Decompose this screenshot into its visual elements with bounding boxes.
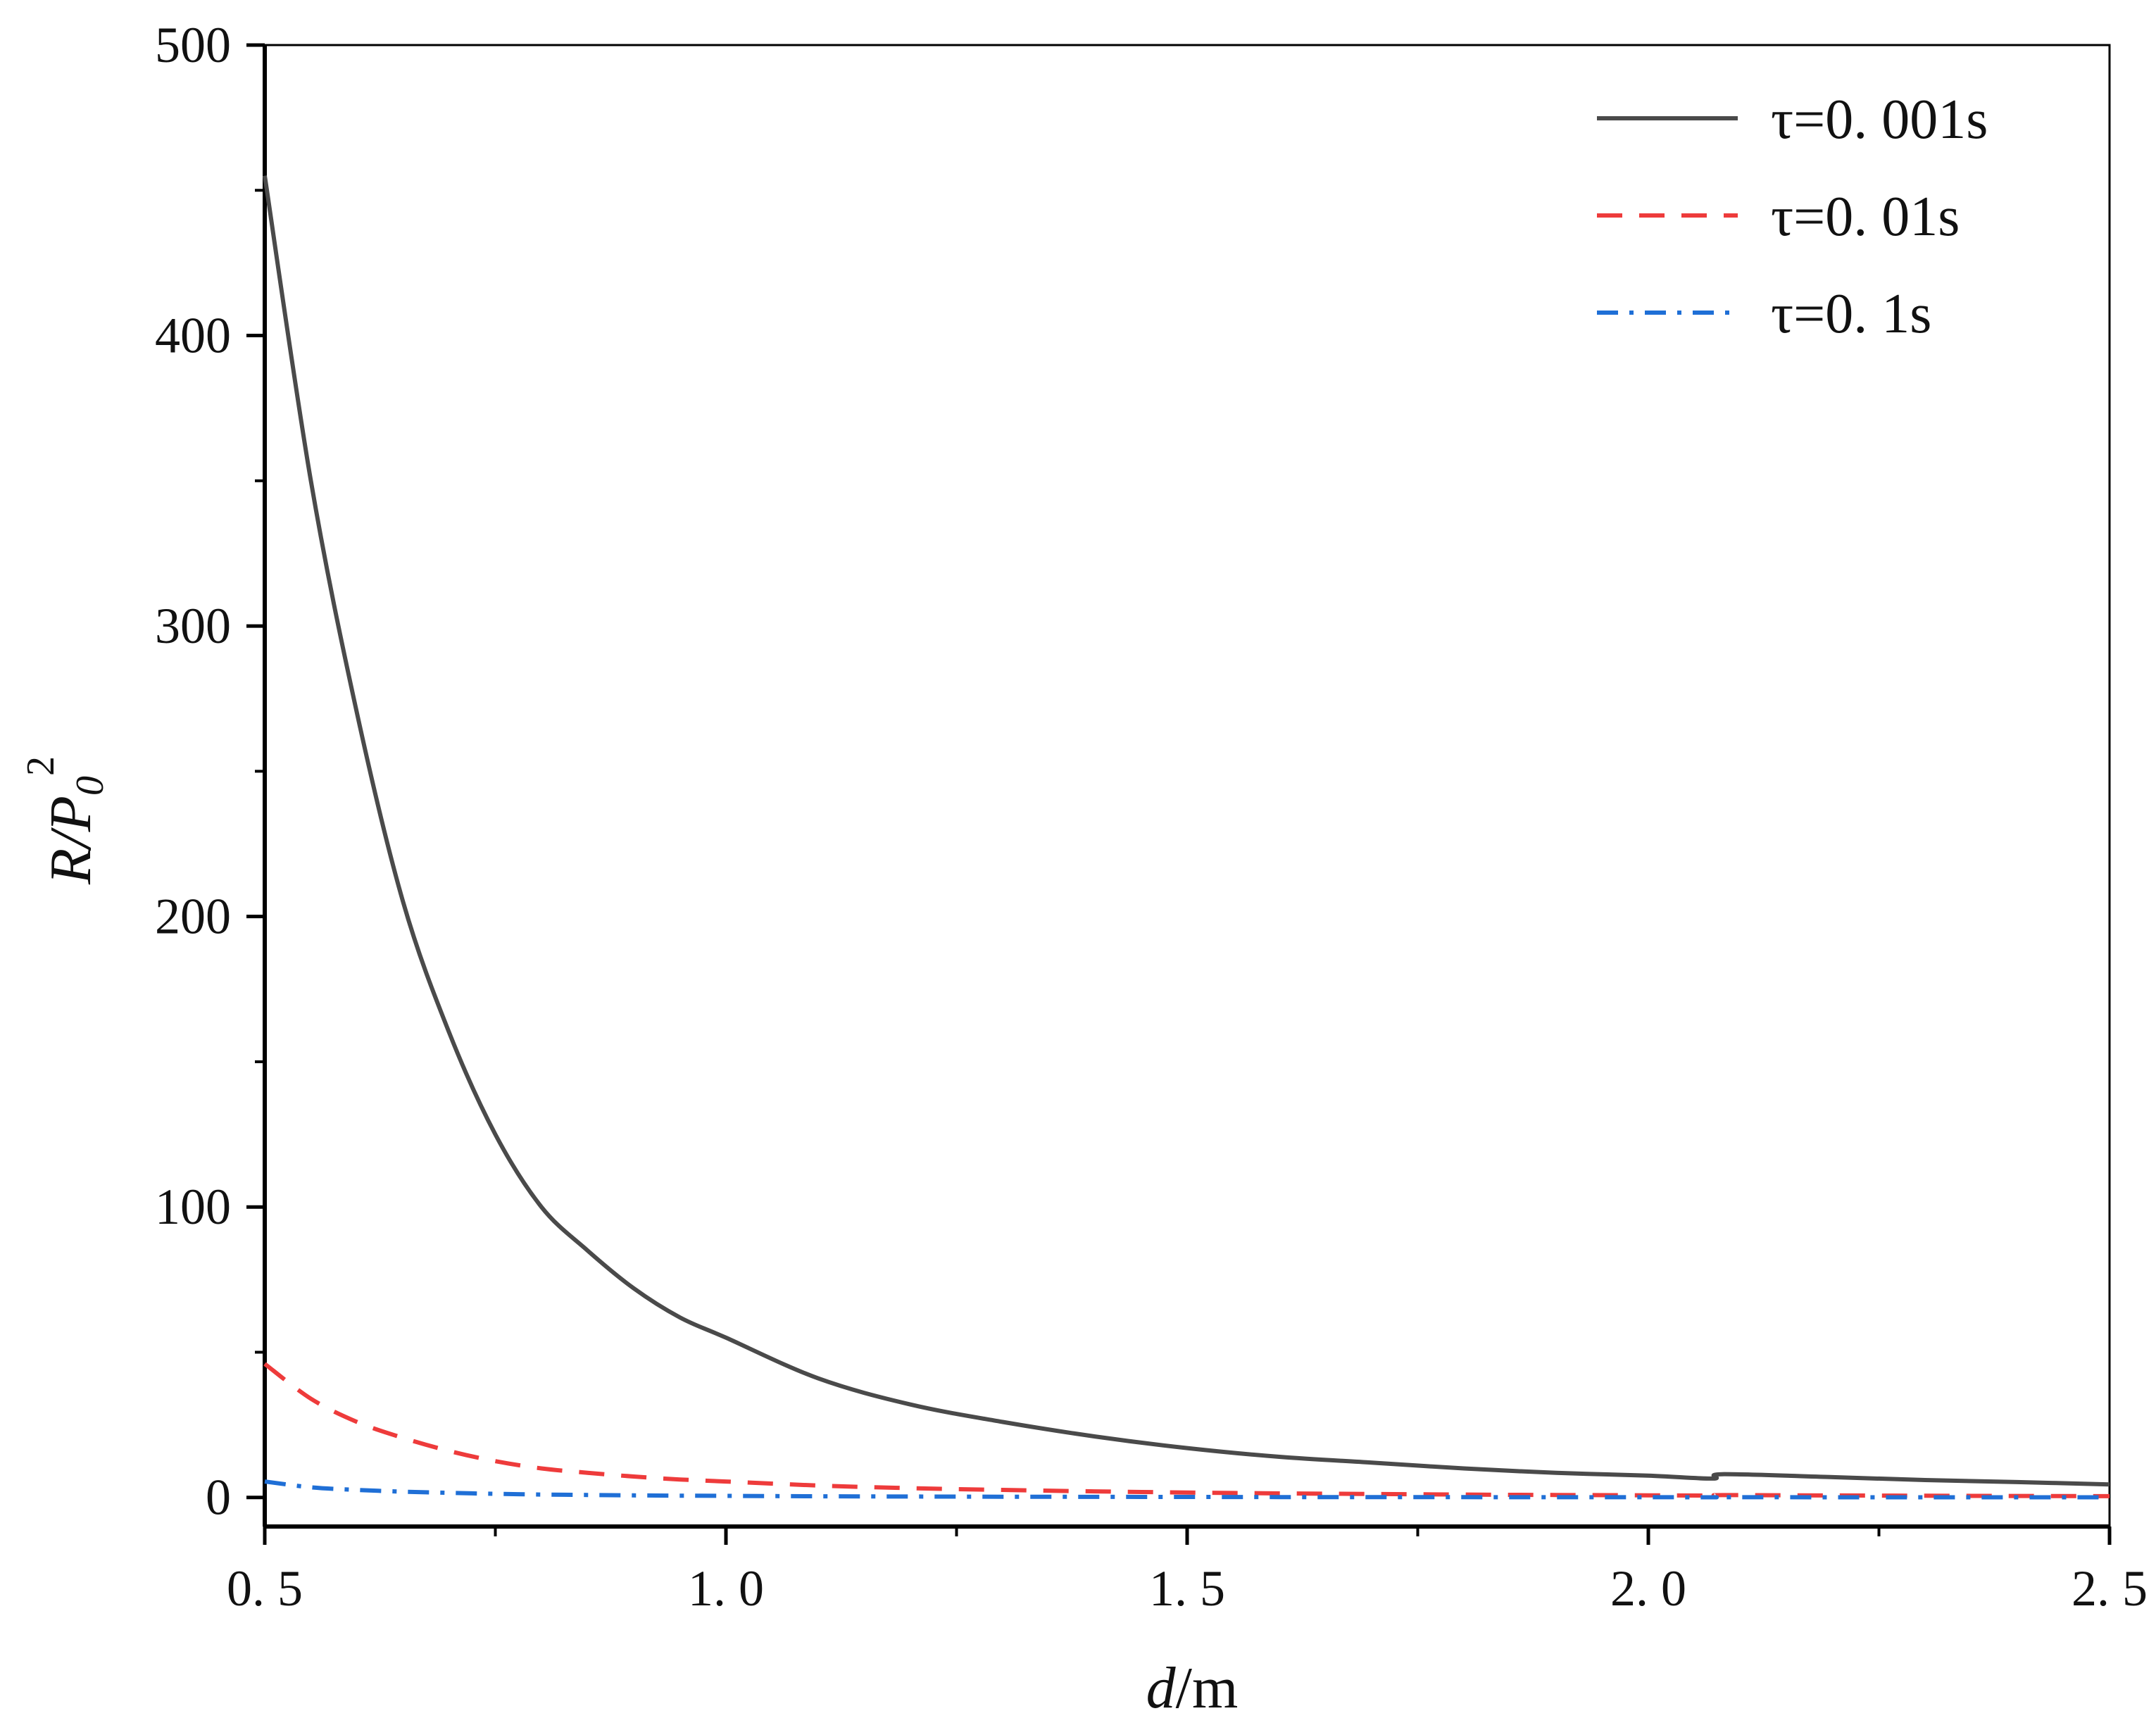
series-layer <box>263 175 2110 1500</box>
x-tick-label: 2. 5 <box>2072 1560 2148 1617</box>
legend-label-3: τ=0. 1s <box>1771 283 1931 345</box>
plot-border <box>263 44 2111 1528</box>
series-line-3 <box>264 1479 2110 1500</box>
series-line-2 <box>263 1362 2110 1498</box>
y-tick-label: 200 <box>155 889 231 945</box>
x-axis-title: d/m <box>1146 1655 1239 1721</box>
series-line-1 <box>263 175 2110 1487</box>
y-axis-title: R/P02 <box>19 756 112 885</box>
legend-label-1: τ=0. 001s <box>1771 89 1988 151</box>
y-axis-title-sup: 2 <box>19 756 63 776</box>
y-axis-title-main: R/P <box>38 796 104 885</box>
y-axis-title-sub: 0 <box>68 776 112 796</box>
legend-label-2: τ=0. 01s <box>1771 186 1960 248</box>
plot-frame <box>263 44 2111 1529</box>
y-tick-label: 0 <box>206 1469 231 1526</box>
x-axis-title-var: d <box>1146 1655 1177 1721</box>
x-tick-label: 1. 5 <box>1149 1560 1225 1617</box>
x-tick-label: 2. 0 <box>1610 1560 1686 1617</box>
x-tick-label: 1. 0 <box>688 1560 764 1617</box>
x-axis-title-unit: /m <box>1176 1655 1239 1721</box>
ticks-layer: 0 100 200 300 400 500 0. 5 1. 0 1. 5 2. 0 2. 5 <box>155 17 2148 1617</box>
legend: τ=0. 001s τ=0. 01s τ=0. 1s <box>1597 89 1988 345</box>
x-tick-label: 0. 5 <box>227 1560 303 1617</box>
y-tick-label: 400 <box>155 308 231 364</box>
y-tick-label: 500 <box>155 17 231 73</box>
y-tick-label: 300 <box>155 598 231 654</box>
y-tick-label: 100 <box>155 1179 231 1235</box>
